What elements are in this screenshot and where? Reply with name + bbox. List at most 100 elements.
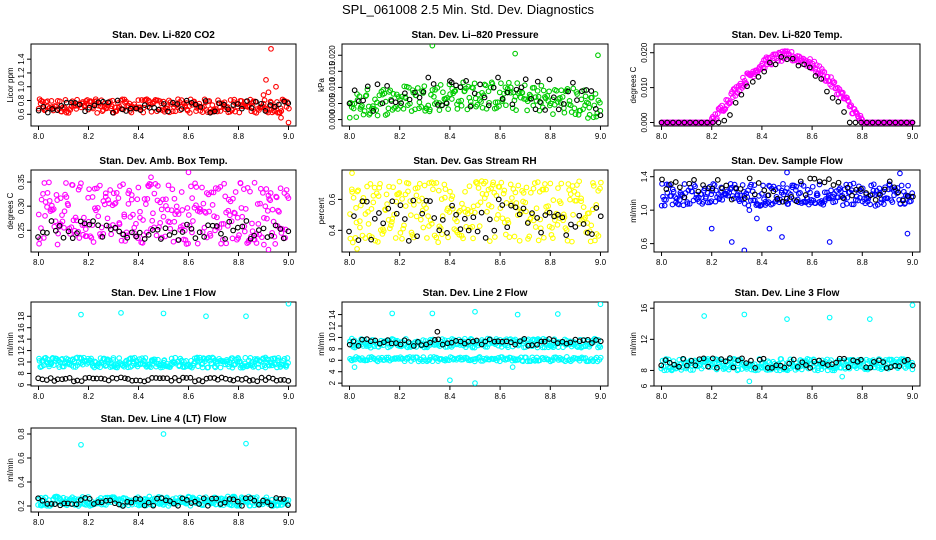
green-point bbox=[519, 90, 526, 96]
blue-point bbox=[738, 196, 745, 203]
yellow-point bbox=[393, 198, 400, 205]
black-point bbox=[698, 119, 705, 126]
yellow-point bbox=[499, 215, 506, 222]
green-point bbox=[421, 83, 428, 90]
cyan-point bbox=[846, 365, 853, 372]
cyan-point bbox=[161, 357, 168, 363]
black-point bbox=[251, 497, 258, 504]
black-point bbox=[209, 222, 216, 229]
black-point bbox=[663, 186, 670, 193]
black-point bbox=[728, 196, 735, 203]
magenta-point bbox=[72, 214, 79, 221]
green-point bbox=[504, 85, 511, 92]
black-point bbox=[158, 236, 164, 242]
green-point bbox=[346, 114, 353, 121]
chart-panel: Stan. Dev. Line 3 Flow 8.0 8.2 8.4 8.6 8.8 9.0… bbox=[629, 288, 921, 401]
black-point bbox=[239, 105, 245, 112]
yellow-point bbox=[592, 237, 598, 244]
cyan-point bbox=[205, 364, 211, 371]
black-point bbox=[355, 343, 362, 349]
black-point bbox=[200, 495, 207, 502]
green-point bbox=[538, 82, 545, 89]
yellow-point bbox=[401, 222, 407, 229]
y-axis-label: degrees C bbox=[629, 66, 638, 103]
green-point bbox=[471, 80, 478, 87]
black-point bbox=[473, 337, 480, 344]
blue-point bbox=[814, 192, 821, 198]
yellow-point bbox=[466, 183, 473, 190]
x-tick-label: 8.2 bbox=[83, 518, 95, 527]
black-point bbox=[44, 230, 50, 236]
black-point bbox=[170, 500, 177, 507]
black-point bbox=[103, 222, 110, 229]
yellow-point bbox=[522, 199, 529, 206]
yellow-point bbox=[424, 235, 430, 241]
black-point bbox=[427, 198, 433, 204]
black-point bbox=[226, 496, 233, 502]
black-point bbox=[538, 338, 545, 345]
red-point bbox=[263, 76, 269, 83]
black-point bbox=[141, 102, 148, 108]
blue-point bbox=[660, 193, 666, 200]
yellow-point bbox=[421, 182, 428, 189]
blue-point bbox=[775, 184, 782, 191]
black-point bbox=[184, 497, 190, 503]
black-point bbox=[664, 119, 671, 126]
y-tick-label: 10 bbox=[328, 332, 337, 341]
magenta-point bbox=[158, 206, 165, 213]
black-point bbox=[346, 341, 353, 348]
red-point bbox=[278, 108, 285, 114]
magenta-point bbox=[839, 89, 846, 96]
blue-point bbox=[876, 185, 883, 192]
black-point bbox=[714, 364, 720, 371]
magenta-point bbox=[199, 184, 205, 191]
magenta-point bbox=[118, 237, 125, 244]
black-point bbox=[213, 223, 220, 229]
red-point bbox=[268, 45, 274, 52]
green-point bbox=[589, 94, 595, 101]
yellow-point bbox=[586, 210, 592, 216]
black-point bbox=[444, 230, 450, 236]
black-point bbox=[355, 98, 362, 105]
black-point bbox=[508, 339, 514, 346]
black-point bbox=[743, 360, 750, 366]
black-point bbox=[852, 119, 859, 126]
blue-point bbox=[663, 197, 669, 203]
cyan-point bbox=[160, 431, 167, 437]
black-point bbox=[360, 97, 366, 104]
magenta-point bbox=[137, 208, 143, 215]
black-point bbox=[903, 119, 910, 126]
plot-frame bbox=[30, 169, 297, 253]
magenta-point bbox=[160, 213, 167, 220]
black-point bbox=[705, 363, 711, 370]
green-point bbox=[524, 107, 530, 114]
green-point bbox=[482, 82, 489, 89]
black-point bbox=[116, 228, 123, 235]
x-tick-label: 9.0 bbox=[595, 392, 607, 401]
data-points bbox=[346, 302, 604, 386]
x-tick-label: 8.0 bbox=[33, 258, 45, 267]
plot-frame bbox=[341, 169, 609, 253]
black-point bbox=[56, 222, 63, 229]
black-point bbox=[256, 501, 262, 508]
magenta-point bbox=[68, 224, 75, 231]
black-point bbox=[491, 338, 498, 345]
black-point bbox=[541, 338, 548, 345]
black-point bbox=[863, 119, 870, 126]
magenta-point bbox=[232, 210, 238, 217]
magenta-point bbox=[831, 79, 838, 86]
x-tick-label: 8.2 bbox=[706, 132, 718, 141]
black-point bbox=[351, 87, 358, 94]
black-point bbox=[896, 363, 903, 369]
yellow-point bbox=[355, 187, 362, 194]
chart-title: Stan. Dev. Li-820 Temp. bbox=[732, 30, 843, 41]
black-point bbox=[414, 233, 420, 240]
black-point bbox=[546, 76, 553, 83]
y-tick-label: 0.4 bbox=[17, 476, 26, 488]
magenta-point bbox=[151, 190, 158, 197]
blue-point bbox=[881, 201, 887, 208]
green-point bbox=[359, 102, 365, 109]
blue-point bbox=[708, 191, 715, 198]
black-point bbox=[196, 501, 202, 507]
data-points bbox=[35, 302, 292, 385]
